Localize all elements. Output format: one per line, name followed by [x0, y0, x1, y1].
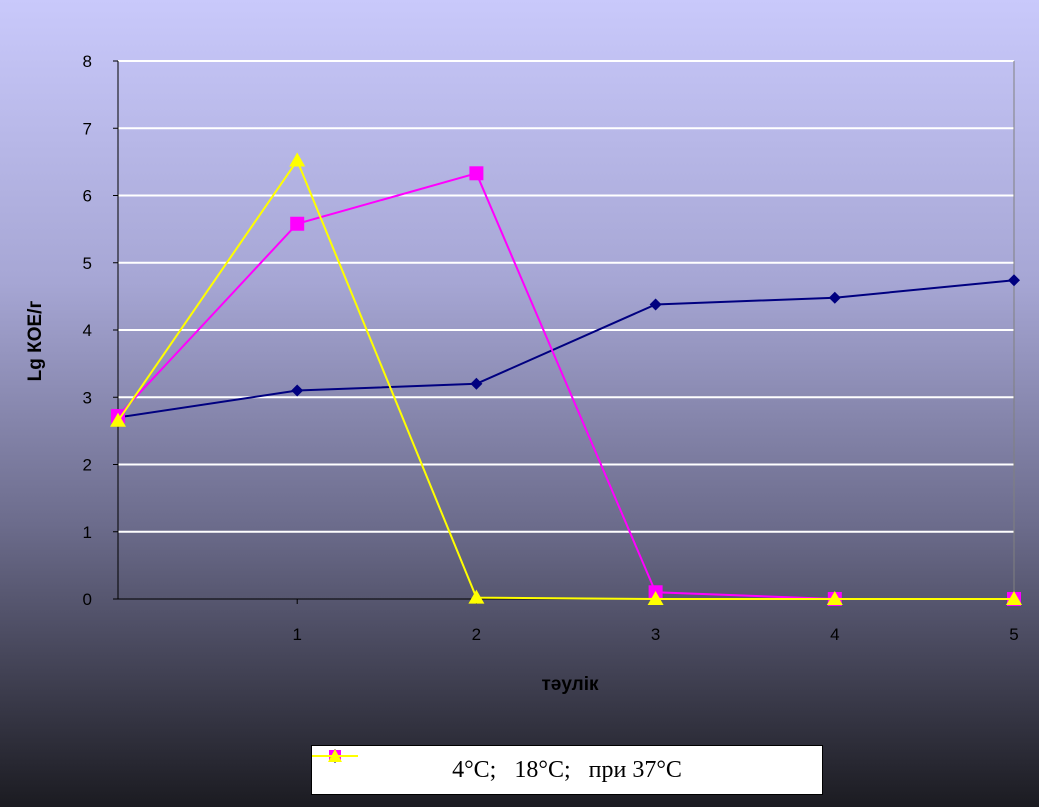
- y-tick-label: 1: [83, 523, 92, 542]
- data-point: [468, 589, 485, 604]
- data-point: [1006, 591, 1022, 605]
- y-tick-label: 6: [83, 187, 92, 206]
- x-tick-label: 2: [472, 625, 481, 644]
- y-axis-title: Lg КОЕ/г: [25, 301, 46, 382]
- legend-label: 4°C;: [452, 756, 497, 783]
- y-tick-label: 0: [83, 590, 92, 609]
- legend-item-4c: 4°C;: [312, 749, 497, 784]
- data-point: [289, 152, 306, 167]
- data-point: [647, 591, 664, 605]
- x-axis-title: тәулік: [541, 674, 599, 695]
- series-line: [117, 158, 1014, 600]
- x-tick-label: 5: [1009, 625, 1018, 644]
- y-tick-label: 3: [83, 388, 92, 407]
- legend-item-37c: при 37°C: [312, 749, 682, 784]
- data-point: [826, 591, 843, 605]
- y-tick-label: 5: [83, 254, 92, 273]
- series-line: [117, 172, 1014, 600]
- y-tick-label: 8: [83, 52, 92, 71]
- data-point: [1008, 274, 1020, 287]
- data-point: [469, 166, 484, 181]
- y-tick-label: 2: [83, 456, 92, 475]
- x-tick-label: 4: [830, 625, 839, 644]
- x-tick-label: 1: [292, 625, 301, 644]
- legend-item-18c: 18°C;: [312, 750, 571, 784]
- data-point: [649, 298, 662, 311]
- data-point: [290, 216, 305, 231]
- data-point: [110, 412, 126, 427]
- y-tick-label: 4: [83, 321, 92, 340]
- legend-label: при 37°C: [588, 756, 682, 783]
- x-tick-label: 3: [651, 625, 660, 644]
- data-point: [828, 291, 841, 304]
- series-line: [117, 279, 1015, 419]
- y-tick-label: 7: [83, 119, 92, 138]
- chart-legend: 4°C; 18°C; при 37°C: [311, 745, 823, 795]
- legend-label: 18°C;: [514, 756, 571, 783]
- data-point: [470, 377, 483, 390]
- legend-marker-triangle: [312, 749, 358, 762]
- data-point: [291, 384, 304, 397]
